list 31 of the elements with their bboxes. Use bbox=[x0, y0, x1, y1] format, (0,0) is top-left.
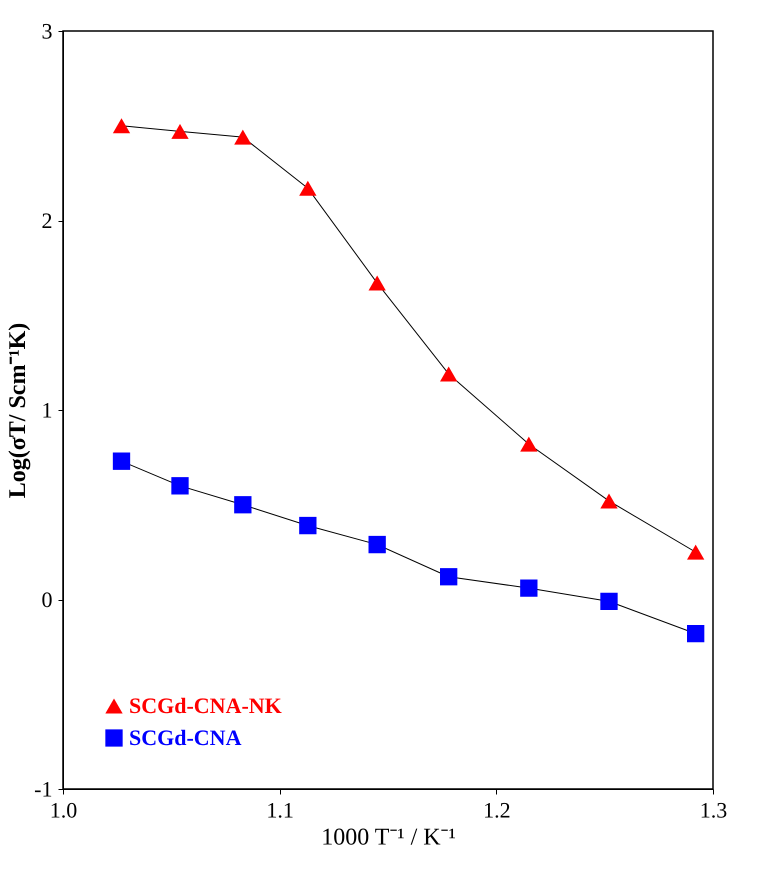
point bbox=[234, 496, 252, 514]
point bbox=[368, 276, 386, 291]
x-tick-label: 1.1 bbox=[266, 798, 294, 822]
point bbox=[112, 452, 130, 470]
x-tick-label: 1.0 bbox=[50, 798, 78, 822]
x-axis-title: 1000 T⁻¹ / K⁻¹ bbox=[321, 824, 456, 850]
point bbox=[171, 124, 189, 139]
point bbox=[112, 118, 130, 134]
point bbox=[687, 624, 704, 642]
point bbox=[299, 180, 316, 196]
y-tick-label: 2 bbox=[42, 208, 52, 233]
point bbox=[520, 436, 538, 452]
point bbox=[368, 536, 386, 554]
y-tick-label: -1 bbox=[34, 776, 52, 802]
legend-label: SCGd-CNA bbox=[129, 725, 242, 750]
legend-label: SCGd-CNA-NK bbox=[129, 693, 282, 718]
point bbox=[600, 493, 618, 508]
point bbox=[171, 477, 189, 494]
point bbox=[299, 516, 316, 534]
x-tick-label: 1.3 bbox=[700, 798, 728, 822]
point bbox=[234, 130, 252, 145]
y-tick-label: 3 bbox=[42, 18, 52, 44]
point bbox=[600, 592, 618, 610]
point bbox=[440, 366, 458, 382]
y-tick-label: 0 bbox=[42, 587, 52, 612]
y-axis-title: Log(σT/ Scm⁻¹K) bbox=[5, 322, 32, 498]
point bbox=[687, 544, 704, 560]
point bbox=[520, 579, 538, 597]
x-tick-label: 1.2 bbox=[483, 798, 511, 822]
point bbox=[440, 568, 458, 586]
y-tick-label: 1 bbox=[42, 398, 52, 422]
